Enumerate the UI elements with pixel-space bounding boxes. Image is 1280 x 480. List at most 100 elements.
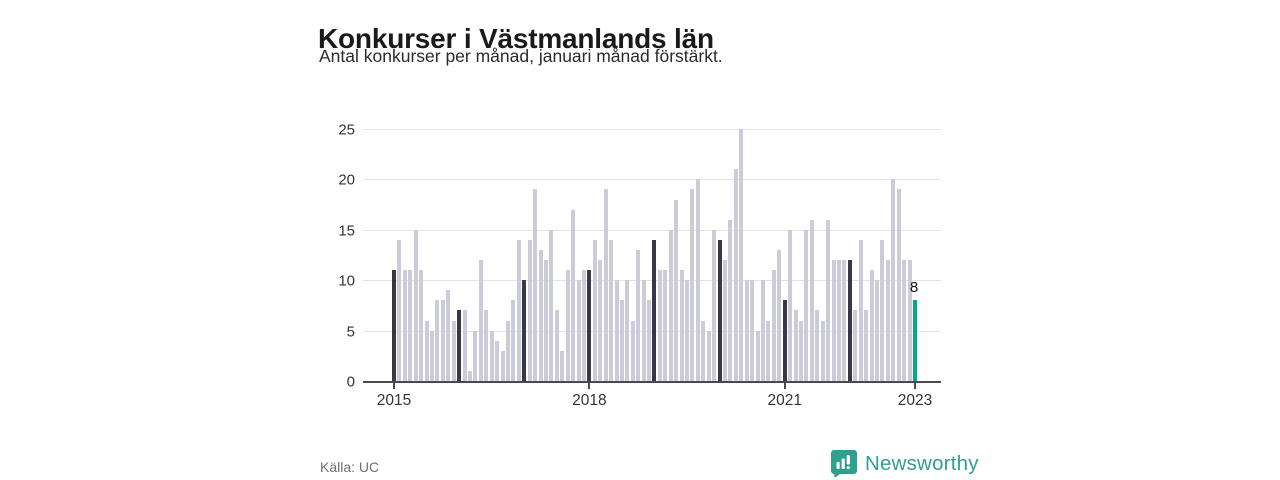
bar-month: [842, 260, 847, 381]
y-gridline: [363, 230, 941, 231]
bar-month: [685, 280, 690, 381]
bar-month: [875, 280, 879, 381]
bar-month: [733, 169, 738, 381]
bar-month: [761, 280, 766, 381]
bar-month: [858, 239, 863, 381]
bar-month: [668, 229, 673, 381]
chart-subtitle: Antal konkurser per månad, januari månad…: [319, 46, 723, 66]
bar-month: [771, 270, 776, 381]
x-axis-tick: [588, 383, 591, 389]
bar-month: [869, 270, 874, 381]
bar-month: [723, 260, 728, 381]
y-axis-tick-label: 15: [338, 222, 355, 240]
x-axis-tick-label: 2015: [376, 392, 412, 409]
bar-month: [565, 270, 570, 381]
newsworthy-wordmark: Newsworthy: [865, 451, 979, 475]
bar-month: [554, 310, 559, 381]
bar-month: [739, 129, 744, 381]
bar-month: [880, 239, 885, 381]
bar-month: [820, 320, 825, 381]
bar-month: [902, 260, 907, 381]
bar-month: [630, 320, 635, 381]
bar-month: [619, 300, 624, 381]
bar-month: [766, 320, 771, 381]
bar-month: [473, 330, 478, 381]
bar-month: [402, 270, 407, 381]
bar-month: [397, 239, 402, 381]
bar-month: [505, 320, 510, 381]
bar-month: [657, 270, 662, 381]
bar-month: [495, 340, 500, 381]
source-note: Källa: UC: [320, 459, 380, 475]
bar-month: [750, 280, 755, 381]
bar-month: [695, 179, 700, 381]
bar-january-2022: [847, 260, 852, 381]
bar-month: [527, 239, 532, 381]
bar-january-2017: [522, 280, 527, 381]
bar-month: [679, 270, 684, 381]
last-bar-value-label: 8: [909, 279, 919, 297]
bar-january-2019: [652, 239, 657, 381]
bar-month: [744, 280, 749, 381]
y-axis-tick-label: 25: [338, 121, 355, 139]
bar-month: [674, 199, 679, 381]
bar-month: [625, 280, 630, 381]
bar-month: [435, 300, 440, 381]
y-gridline: [363, 331, 941, 332]
bar-month: [636, 249, 641, 381]
bar-month: [446, 290, 451, 381]
y-axis-tick-label: 20: [338, 171, 355, 189]
bar-month: [712, 229, 717, 381]
bar-january-2015: [392, 270, 396, 381]
bar-month: [885, 260, 890, 381]
bar-january-2016: [457, 310, 462, 381]
bar-month: [603, 189, 608, 381]
bar-month: [777, 249, 782, 381]
bar-month: [478, 260, 483, 381]
bar-month: [419, 270, 424, 381]
x-axis-tick: [783, 383, 786, 389]
y-gridline: [363, 280, 941, 281]
y-gridline: [363, 179, 941, 180]
bar-month: [543, 260, 548, 381]
bar-month: [424, 320, 429, 381]
bar-january-2018: [587, 270, 592, 381]
bar-month: [706, 330, 711, 381]
y-axis-tick-label: 10: [338, 272, 355, 290]
bar-month: [663, 270, 668, 381]
bar-month: [837, 260, 841, 381]
bar-month: [511, 300, 516, 381]
page-title: Konkurser i Västmanlands län: [318, 22, 714, 54]
bar-month: [907, 260, 912, 381]
bar-month: [896, 189, 901, 381]
bar-highlighted-2023-01: [912, 300, 917, 381]
bar-month: [864, 310, 869, 381]
bar-month: [755, 330, 760, 381]
x-axis-tick: [393, 383, 395, 389]
bar-month: [826, 219, 831, 381]
bar-month: [647, 300, 652, 381]
bar-month: [809, 219, 814, 381]
bar-month: [484, 310, 489, 381]
bar-month: [815, 310, 820, 381]
bar-month: [489, 330, 494, 381]
bar-month: [413, 229, 418, 381]
bar-month: [799, 320, 804, 381]
bar-month: [788, 229, 793, 381]
bar-month: [592, 239, 597, 381]
bar-month: [467, 370, 472, 381]
bar-month: [408, 270, 413, 381]
bar-month: [701, 320, 706, 381]
x-axis-line: [363, 381, 941, 383]
bar-month: [560, 350, 565, 381]
x-axis-tick-label: 2018: [572, 392, 607, 409]
bar-month: [581, 270, 586, 381]
bar-month: [549, 229, 554, 381]
bar-month: [690, 189, 695, 381]
y-gridline: [363, 129, 941, 130]
bar-month: [500, 350, 505, 381]
y-axis-tick-label: 5: [346, 323, 355, 341]
bar-month: [440, 300, 445, 381]
bar-month: [793, 310, 798, 381]
